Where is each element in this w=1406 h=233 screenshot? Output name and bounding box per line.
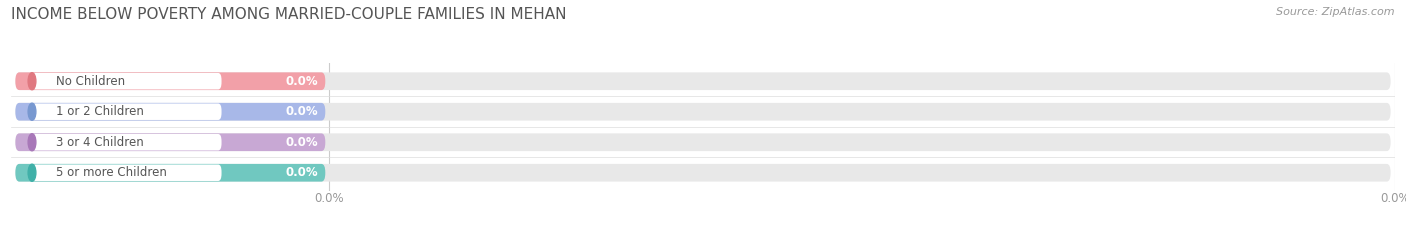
FancyBboxPatch shape (32, 73, 222, 89)
Text: 0.0%: 0.0% (285, 166, 318, 179)
Text: Source: ZipAtlas.com: Source: ZipAtlas.com (1277, 7, 1395, 17)
FancyBboxPatch shape (32, 103, 222, 120)
FancyBboxPatch shape (15, 103, 325, 121)
FancyBboxPatch shape (15, 164, 325, 182)
Text: 0.0%: 0.0% (285, 75, 318, 88)
Circle shape (28, 164, 37, 181)
FancyBboxPatch shape (15, 72, 1391, 90)
Text: 0.0%: 0.0% (285, 105, 318, 118)
Text: 0.0%: 0.0% (1379, 192, 1406, 205)
FancyBboxPatch shape (15, 72, 325, 90)
FancyBboxPatch shape (15, 103, 1391, 121)
Circle shape (28, 103, 37, 120)
FancyBboxPatch shape (15, 133, 325, 151)
FancyBboxPatch shape (15, 133, 1391, 151)
Text: INCOME BELOW POVERTY AMONG MARRIED-COUPLE FAMILIES IN MEHAN: INCOME BELOW POVERTY AMONG MARRIED-COUPL… (11, 7, 567, 22)
Text: No Children: No Children (55, 75, 125, 88)
FancyBboxPatch shape (32, 134, 222, 151)
Text: 0.0%: 0.0% (285, 136, 318, 149)
FancyBboxPatch shape (15, 164, 1391, 182)
Circle shape (28, 73, 37, 90)
Text: 1 or 2 Children: 1 or 2 Children (55, 105, 143, 118)
Text: 3 or 4 Children: 3 or 4 Children (55, 136, 143, 149)
FancyBboxPatch shape (32, 164, 222, 181)
Text: 0.0%: 0.0% (315, 192, 344, 205)
Circle shape (28, 134, 37, 151)
Text: 5 or more Children: 5 or more Children (55, 166, 166, 179)
